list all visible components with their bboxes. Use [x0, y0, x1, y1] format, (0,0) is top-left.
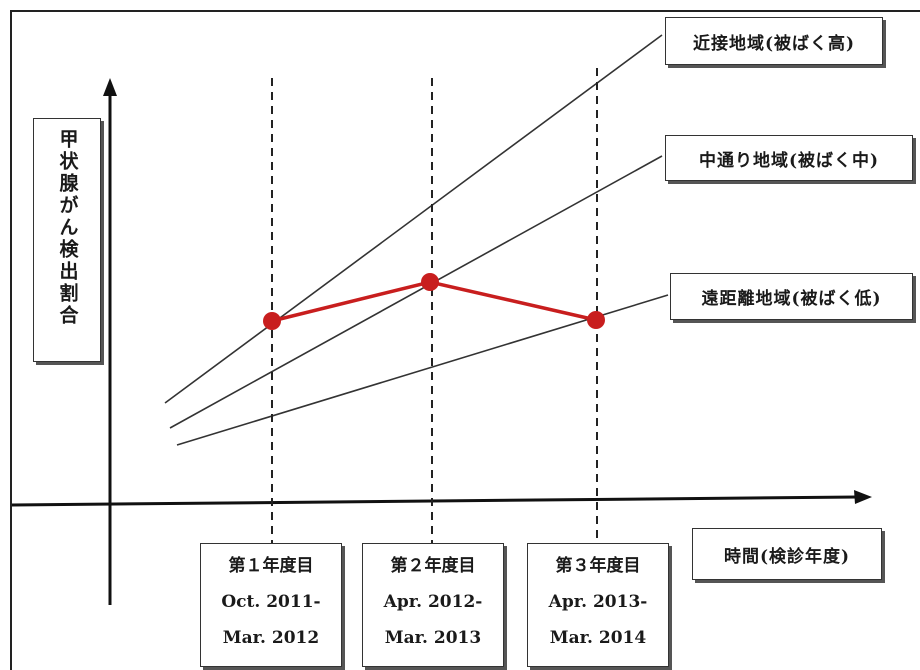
x-axis-label-box: 時間(検診年度)	[692, 528, 882, 580]
period-2-label: 第２年度目	[390, 556, 476, 576]
y-axis-label: 甲状腺がん検出割合	[56, 129, 79, 327]
y-axis-arrowhead	[103, 78, 117, 96]
period-1-end: Mar. 2012	[222, 628, 320, 648]
trend-line-middle	[169, 155, 663, 429]
period-1-start: Oct. 2011-	[221, 592, 321, 612]
period-1-label: 第１年度目	[228, 556, 314, 576]
period-2-end: Mar. 2013	[384, 628, 482, 648]
region-label-middle-text: 中通り地域(被ばく中)	[698, 150, 880, 171]
period-3-label: 第３年度目	[555, 556, 641, 576]
region-label-near-text: 近接地域(被ばく高)	[692, 33, 856, 54]
x-axis-arrowhead	[854, 490, 872, 504]
trend-line-near	[164, 34, 663, 404]
period-3-start: Apr. 2013-	[548, 592, 648, 612]
period-box-2: 第２年度目 Apr. 2012- Mar. 2013	[362, 543, 504, 667]
observed-point-year1	[263, 312, 281, 330]
observed-point-year3	[587, 311, 605, 329]
region-label-far: 遠距離地域(被ばく低)	[670, 273, 913, 320]
period-box-3: 第３年度目 Apr. 2013- Mar. 2014	[527, 543, 669, 667]
period-box-1: 第１年度目 Oct. 2011- Mar. 2012	[200, 543, 342, 667]
region-label-near: 近接地域(被ばく高)	[665, 17, 883, 65]
observed-point-year2	[421, 273, 439, 291]
region-label-far-text: 遠距離地域(被ばく低)	[701, 289, 882, 309]
y-axis-label-box: 甲状腺がん検出割合	[33, 118, 101, 362]
region-label-middle: 中通り地域(被ばく中)	[665, 135, 913, 181]
period-2-start: Apr. 2012-	[383, 592, 483, 612]
x-axis-label: 時間(検診年度)	[723, 546, 851, 567]
x-axis	[11, 495, 859, 507]
trend-line-far	[176, 294, 669, 446]
diagram-frame	[10, 10, 920, 670]
period-3-end: Mar. 2014	[549, 628, 647, 648]
